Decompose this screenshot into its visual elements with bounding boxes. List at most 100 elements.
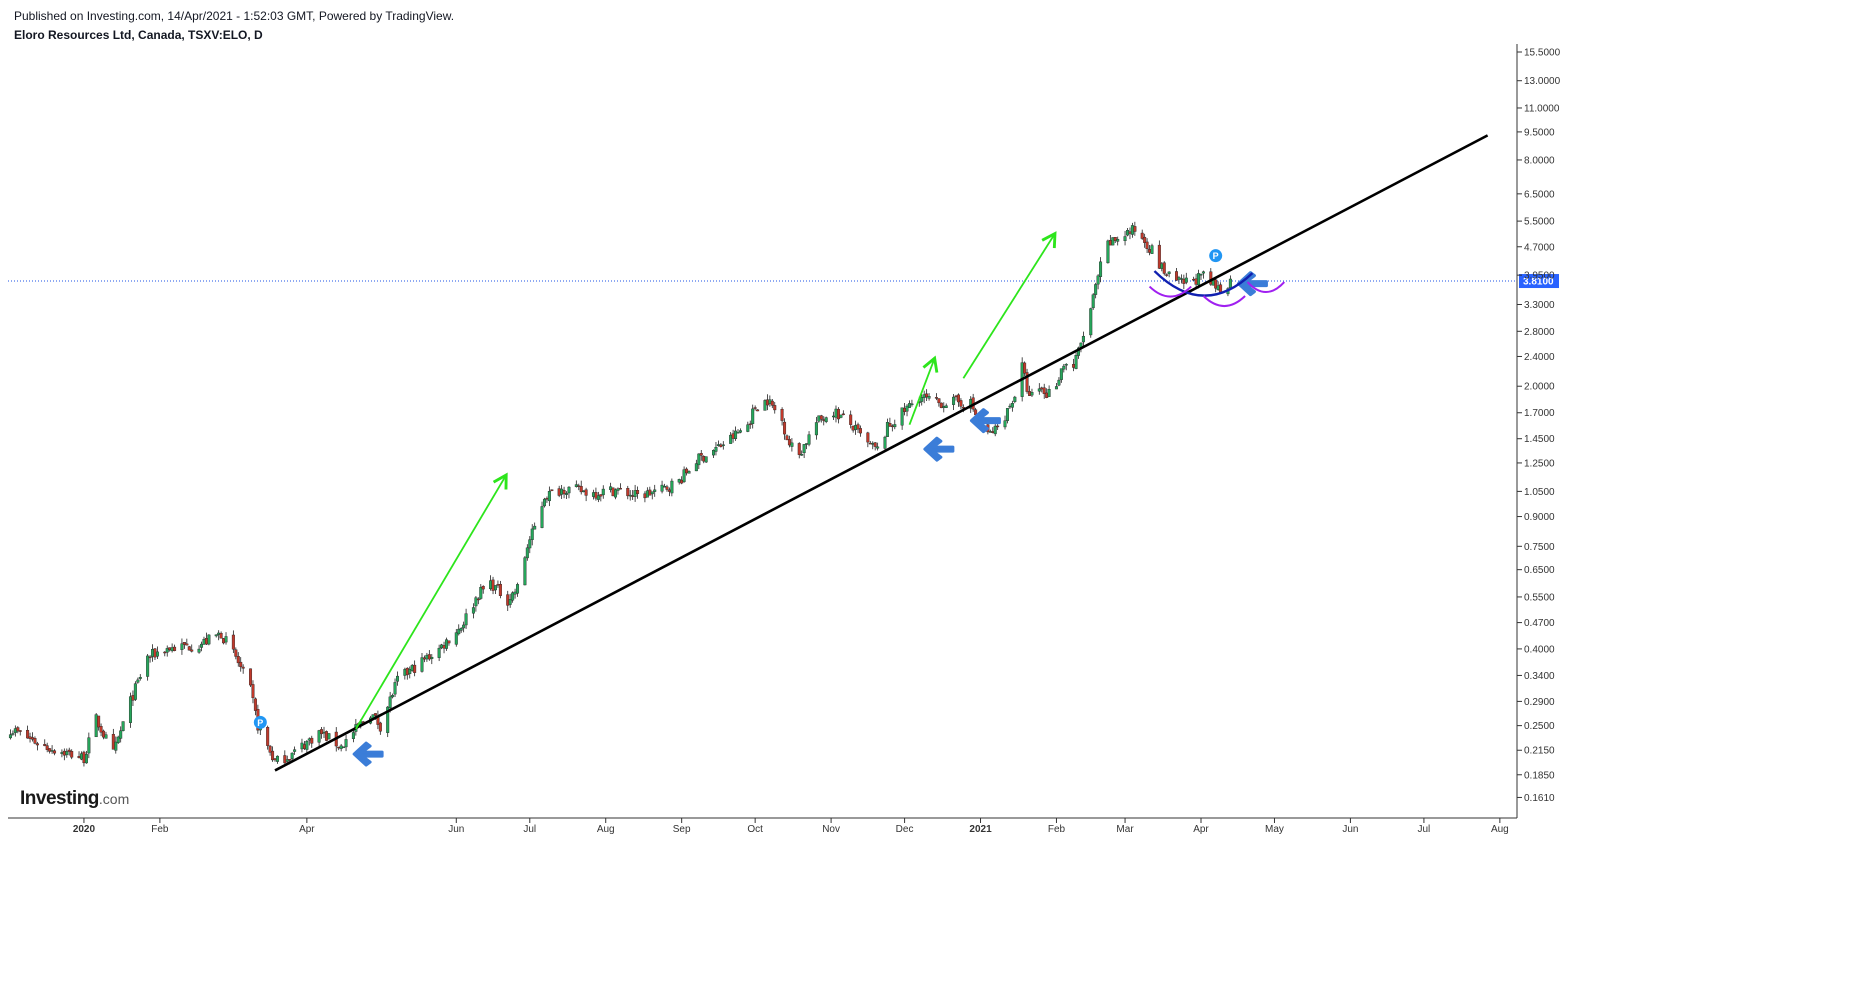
x-tick-label: Dec — [896, 824, 914, 835]
candle-down — [1113, 237, 1117, 241]
candle-up — [922, 394, 926, 398]
candle-up — [609, 486, 613, 490]
candle-up — [814, 422, 818, 436]
candle-down — [131, 695, 135, 701]
candle-down — [249, 668, 253, 686]
candle-down — [618, 487, 622, 490]
candle-down — [1042, 387, 1046, 394]
candle-down — [1174, 271, 1178, 281]
candle-up — [817, 415, 821, 422]
candle-down — [643, 493, 647, 499]
candle-down — [1165, 274, 1169, 276]
candle-up — [342, 746, 346, 749]
x-tick-label: Jun — [448, 824, 464, 835]
event-marker-letter: P — [1213, 251, 1219, 261]
candle-down — [1108, 240, 1112, 246]
candle-down — [219, 633, 223, 639]
candle-down — [236, 656, 240, 664]
candle-up — [307, 738, 311, 741]
candle-up — [50, 750, 54, 752]
candle-down — [780, 408, 784, 421]
candle-down — [234, 649, 238, 657]
candle-down — [231, 634, 235, 650]
candle-up — [993, 425, 997, 435]
candle-down — [1209, 271, 1213, 285]
candle-up — [224, 636, 228, 643]
candle-up — [1123, 236, 1127, 242]
candle-up — [493, 585, 497, 591]
candle-up — [944, 405, 948, 408]
candle-up — [614, 489, 618, 498]
candle-down — [856, 424, 860, 430]
candle-down — [1157, 244, 1161, 269]
candle-up — [1003, 420, 1007, 428]
candle-down — [959, 400, 963, 407]
candle-up — [716, 444, 720, 447]
candle-up — [1228, 278, 1232, 289]
candle-down — [378, 722, 382, 732]
candle-up — [721, 444, 725, 446]
candle-down — [253, 698, 257, 711]
candle-up — [910, 403, 914, 406]
candle-down — [204, 637, 208, 645]
y-tick-label: 1.4500 — [1524, 434, 1555, 445]
event-marker-icon — [1209, 249, 1223, 263]
candle-down — [719, 444, 723, 447]
candle-down — [53, 750, 57, 754]
candle-down — [481, 586, 485, 590]
candle-up — [462, 624, 466, 629]
candle-up — [1062, 365, 1066, 370]
candle-up — [540, 506, 544, 528]
candle-up — [1091, 294, 1095, 309]
y-tick-label: 2.4000 — [1524, 352, 1555, 363]
y-tick-label: 1.2500 — [1524, 458, 1555, 469]
candle-up — [1030, 392, 1034, 396]
candle-down — [77, 756, 81, 759]
candle-down — [699, 453, 703, 456]
event-markers: PP — [253, 249, 1223, 729]
green-rally-arrow — [962, 231, 1057, 379]
blue-arrow-shape — [352, 741, 384, 767]
candle-up — [704, 456, 708, 463]
candle-up — [1167, 271, 1171, 274]
candle-down — [934, 397, 938, 399]
candle-up — [489, 580, 493, 590]
candle-up — [60, 752, 64, 754]
candle-down — [476, 598, 480, 601]
candle-up — [645, 490, 649, 498]
candle-up — [65, 751, 69, 756]
candle-down — [45, 745, 49, 750]
blue-arrow-icon — [969, 408, 1001, 434]
candle-down — [266, 726, 270, 746]
candle-down — [190, 649, 194, 652]
candle-up — [1008, 405, 1012, 408]
purple-arc — [1148, 285, 1192, 298]
candle-down — [557, 488, 561, 496]
y-tick-label: 0.4000 — [1524, 644, 1555, 655]
cup-curve — [1153, 270, 1254, 297]
candle-down — [1133, 226, 1137, 232]
y-tick-label: 0.6500 — [1524, 565, 1555, 576]
candle-up — [560, 488, 564, 495]
candle-down — [239, 661, 243, 668]
candle-up — [854, 425, 858, 430]
candle-up — [420, 657, 424, 672]
candle-down — [991, 431, 995, 433]
candle-down — [1145, 241, 1149, 250]
y-tick-label: 1.7000 — [1524, 408, 1555, 419]
candle-up — [1106, 240, 1110, 264]
candles — [8, 221, 1232, 767]
candle-down — [545, 498, 549, 500]
candle-down — [506, 594, 510, 606]
candle-up — [317, 730, 321, 743]
candle-up — [893, 424, 897, 428]
candle-up — [146, 655, 150, 677]
candle-down — [783, 421, 787, 435]
candle-up — [214, 634, 218, 637]
y-tick-label: 0.2500 — [1524, 721, 1555, 732]
candle-down — [888, 423, 892, 427]
candle-down — [1045, 392, 1049, 398]
candle-up — [516, 584, 520, 594]
candle-up — [832, 415, 836, 418]
